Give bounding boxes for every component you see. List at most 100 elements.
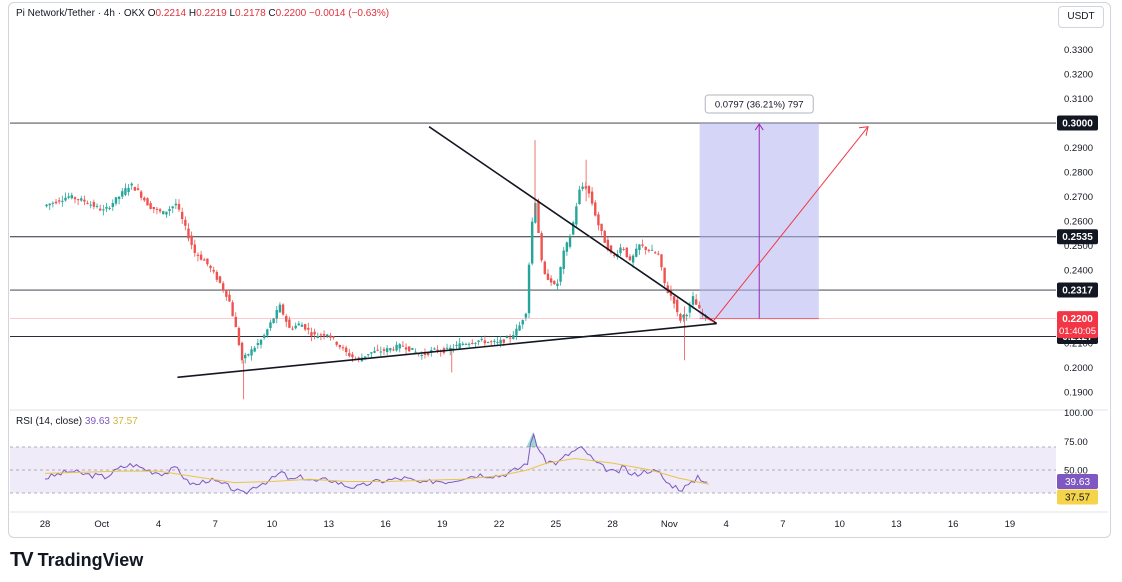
level-price-label: 0.3000 (1062, 119, 1093, 130)
time-axis-label: 19 (437, 519, 448, 530)
candle-body (253, 347, 256, 352)
candle-body (275, 310, 278, 319)
candle-body (622, 249, 625, 251)
price-tick-label: 0.2500 (1064, 241, 1093, 252)
candle-body (348, 353, 351, 357)
candle-body (61, 200, 64, 202)
candle-body (455, 344, 458, 346)
rsi-tick-label: 50.00 (1064, 466, 1088, 477)
candle-body (313, 331, 316, 335)
candle-body (691, 296, 695, 305)
candle-body (143, 197, 146, 201)
candle-body (496, 341, 499, 343)
candle-body (105, 206, 108, 209)
candle-body (73, 197, 77, 200)
candle-body (209, 265, 212, 269)
candle-body (499, 339, 502, 344)
candle-body (165, 211, 168, 215)
level-price-label: 0.2535 (1062, 232, 1093, 243)
candle-body (262, 335, 266, 338)
candle-body (571, 222, 575, 235)
candle-body (530, 221, 534, 264)
candle-body (187, 228, 190, 239)
rsi-ma-line (44, 457, 710, 485)
candle-body (256, 343, 260, 345)
candle-body (146, 198, 149, 206)
candle-body (524, 313, 528, 318)
symbol-label: Pi Network/Tether · 4h · OKX (16, 8, 145, 19)
currency-button[interactable]: USDT (1058, 6, 1104, 28)
countdown-label: 01:40:05 (1059, 326, 1096, 337)
candle-body (162, 211, 165, 215)
candle-body (303, 324, 307, 330)
candle-body (559, 266, 562, 282)
time-axis-label: 10 (267, 519, 278, 530)
candle-body (445, 347, 449, 349)
candle-body (80, 198, 83, 201)
time-axis-label: Nov (661, 519, 678, 530)
candle-body (250, 349, 253, 356)
time-axis-label: 22 (494, 519, 505, 530)
candle-body (401, 345, 405, 347)
candle-body (389, 348, 392, 351)
candle-body (537, 201, 540, 233)
time-axis-label: 28 (607, 519, 618, 530)
candle-body (426, 352, 430, 355)
candle-body (310, 332, 313, 336)
candle-body (212, 269, 215, 272)
time-axis-label: 7 (213, 519, 218, 530)
candle-body (452, 348, 455, 350)
candle-body (676, 299, 679, 313)
candle-body (619, 247, 622, 254)
candle-body (231, 302, 234, 317)
candle-body (158, 209, 162, 212)
price-tick-label: 0.2000 (1064, 363, 1093, 374)
candle-body (521, 320, 524, 325)
candle-body (408, 346, 411, 352)
price-tick-label: 0.2400 (1064, 265, 1093, 276)
price-tick-label: 0.2700 (1064, 192, 1093, 203)
candle-body (420, 355, 424, 357)
candle-body (489, 341, 493, 343)
candle-body (322, 334, 326, 336)
candle-body (474, 342, 477, 344)
candle-body (64, 197, 67, 201)
candle-body (124, 188, 127, 195)
candle-body (247, 354, 250, 356)
rsi-header: RSI (14, close) 39.63 37.57 (16, 416, 138, 427)
candle-body (291, 328, 294, 330)
candle-body (180, 211, 184, 220)
candle-body (114, 197, 118, 204)
current-price-label: 0.2200 (1062, 314, 1093, 325)
rsi-ma-tag-label: 37.57 (1065, 493, 1090, 504)
candle-body (660, 254, 663, 268)
rsi-tick-label: 100.00 (1064, 408, 1093, 419)
candle-body (45, 204, 48, 207)
candle-body (206, 258, 209, 265)
candle-body (95, 205, 99, 207)
candle-body (130, 183, 133, 186)
price-tick-label: 0.2800 (1064, 167, 1093, 178)
candle-body (647, 249, 651, 251)
candle-body (152, 206, 155, 210)
candle-body (635, 248, 638, 257)
candle-body (136, 188, 140, 190)
candle-body (644, 246, 647, 250)
rsi-value-tag (1057, 474, 1098, 489)
close-value: 0.2200 (275, 8, 307, 19)
candle-body (568, 237, 572, 247)
close-label: C (268, 8, 276, 19)
candle-body (193, 244, 196, 253)
candle-body (300, 324, 304, 327)
candle-body (581, 186, 584, 189)
candle-body (266, 329, 269, 336)
candle-body (382, 349, 386, 351)
rsi-line (44, 432, 708, 495)
candle-body (657, 253, 660, 255)
time-axis-label: 19 (1005, 519, 1016, 530)
current-price-tag (1057, 311, 1098, 339)
time-axis-label: 4 (723, 519, 728, 530)
candle-body (395, 344, 398, 351)
candle-body (259, 339, 263, 345)
